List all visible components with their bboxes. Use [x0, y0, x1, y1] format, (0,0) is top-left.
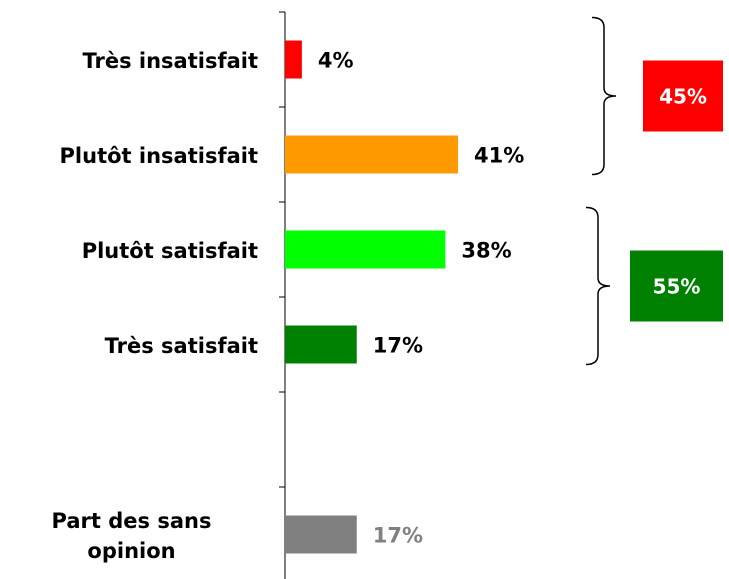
group-label: 45%	[659, 85, 707, 109]
category-label: Part des sans opinion	[51, 508, 212, 563]
group-box	[630, 250, 723, 322]
value-label: 17%	[373, 524, 423, 548]
bar	[285, 325, 357, 364]
group-label: 55%	[653, 275, 701, 299]
bar	[285, 40, 302, 79]
value-label: 38%	[461, 239, 511, 263]
category-label: Plutôt insatisfait	[59, 143, 258, 168]
bracket	[591, 16, 617, 176]
category-label: Très satisfait	[104, 333, 258, 358]
category-label: Plutôt satisfait	[81, 238, 258, 263]
bar	[285, 135, 459, 174]
bracket	[585, 206, 611, 366]
value-label: 4%	[318, 49, 354, 73]
value-label: 41%	[474, 144, 524, 168]
value-label: 17%	[373, 334, 423, 358]
bar	[285, 515, 357, 554]
category-label: Très insatisfait	[82, 48, 258, 73]
bar	[285, 230, 446, 269]
group-box	[643, 60, 723, 132]
